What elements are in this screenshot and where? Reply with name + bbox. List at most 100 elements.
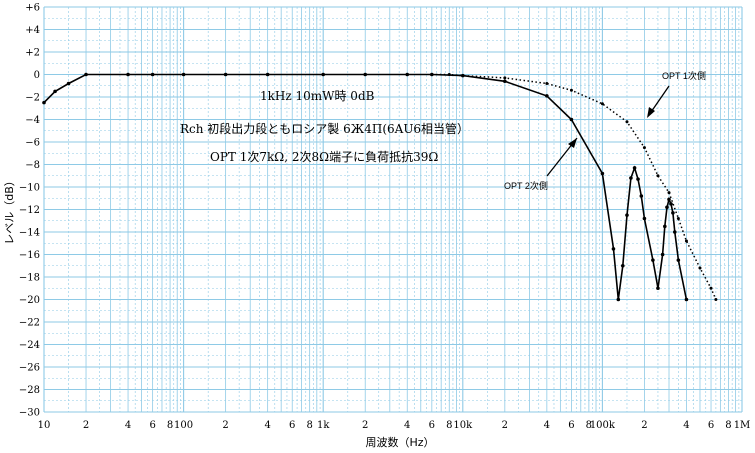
data-point (656, 286, 660, 291)
annotation-opt-info: OPT 1次7kΩ, 2次8Ω端子に負荷抵抗39Ω (210, 149, 438, 164)
x-tick-label: 4 (125, 420, 131, 431)
data-point (84, 72, 88, 77)
data-point (181, 72, 186, 77)
x-tick-label: 10k (453, 420, 473, 431)
y-tick-label: −12 (19, 205, 40, 216)
x-tick-label: 4 (264, 420, 270, 431)
data-point (669, 202, 673, 206)
data-point (676, 217, 680, 220)
series-label-opt-primary: OPT 1次側 (662, 70, 706, 81)
y-tick-label: −26 (19, 363, 40, 374)
data-point (714, 298, 718, 301)
annotation-reference-level: 1kHz 10mW時 0dB (260, 89, 375, 103)
y-tick-label: 0 (34, 70, 40, 81)
series-label-opt-secondary: OPT 2次側 (504, 180, 548, 191)
data-point (656, 174, 660, 178)
label-opt-secondary: OPT 2次側 (504, 137, 578, 191)
data-point (503, 79, 507, 84)
data-point (66, 81, 71, 86)
data-point (616, 297, 621, 302)
data-point (625, 213, 629, 217)
data-point (698, 266, 702, 270)
y-tick-label: +6 (25, 3, 40, 14)
data-point (636, 177, 640, 181)
y-tick-label: −14 (19, 228, 40, 239)
x-tick-label: 8 (725, 420, 731, 431)
data-point (569, 117, 574, 122)
data-point (611, 247, 616, 251)
y-tick-label: −2 (25, 93, 40, 104)
x-tick-label: 4 (683, 420, 689, 431)
data-point (223, 72, 228, 77)
data-point (660, 252, 665, 257)
data-point (672, 230, 677, 234)
data-point (665, 205, 669, 210)
data-point (625, 120, 629, 124)
data-point (651, 258, 655, 262)
y-tick-label: −4 (25, 115, 40, 126)
data-point (632, 166, 637, 170)
data-point (53, 89, 57, 94)
label-opt-primary: OPT 1次側 (647, 70, 706, 118)
y-tick-label: −18 (19, 273, 40, 284)
y-tick-label: −10 (19, 183, 40, 194)
data-point (503, 76, 507, 80)
y-tick-label: −30 (19, 408, 40, 419)
data-point (126, 72, 130, 77)
x-tick-label: 2 (362, 420, 368, 431)
data-point (321, 72, 326, 77)
x-tick-label: 2 (83, 420, 89, 431)
x-tick-label: 2 (502, 420, 508, 431)
y-tick-label: −16 (19, 250, 40, 261)
data-point (545, 82, 549, 85)
x-tick-label: 8 (167, 420, 173, 431)
x-tick-label: 100k (590, 420, 616, 431)
data-point (545, 94, 549, 98)
x-tick-label: 1k (317, 420, 330, 431)
data-point (642, 146, 646, 150)
data-point (684, 297, 689, 302)
series-line-1 (431, 73, 717, 300)
data-point (405, 72, 410, 77)
data-point (363, 72, 368, 77)
x-tick-label: 8 (446, 420, 452, 431)
data-point (461, 74, 465, 78)
data-point (667, 197, 671, 202)
x-axis-title: 周波数（Hz） (365, 436, 434, 449)
y-tick-label: −8 (25, 160, 40, 171)
x-tick-label: 6 (568, 420, 574, 431)
x-tick-label: 6 (289, 420, 295, 431)
x-tick-label: 10 (38, 420, 51, 431)
data-point (663, 224, 667, 229)
y-axis-title: レベル（dB） (3, 175, 16, 245)
data-point (430, 73, 434, 76)
x-tick-label: 6 (708, 420, 714, 431)
x-tick-label: 8 (306, 420, 312, 431)
data-point (620, 263, 625, 268)
data-point (667, 191, 671, 195)
data-point (600, 171, 605, 176)
x-tick-label: 4 (544, 420, 550, 431)
data-point (42, 100, 46, 105)
y-tick-label: −24 (19, 340, 40, 351)
data-point (569, 88, 573, 92)
y-tick-label: −20 (19, 295, 40, 306)
data-point (676, 258, 681, 262)
series-line-0 (43, 73, 688, 300)
x-tick-label: 6 (149, 420, 155, 431)
x-tick-label: 4 (404, 420, 410, 431)
data-point (629, 176, 633, 180)
data-point (265, 72, 270, 77)
data-point (642, 216, 647, 221)
y-tick-label: +2 (25, 48, 40, 59)
x-tick-label: 2 (222, 420, 228, 431)
data-point (671, 211, 675, 215)
data-point (447, 73, 451, 76)
data-point (150, 72, 155, 77)
data-point (709, 286, 713, 290)
data-point (684, 239, 688, 243)
x-tick-label: 100 (174, 420, 193, 431)
x-tick-label: 1M (734, 420, 751, 431)
data-point (600, 102, 604, 106)
